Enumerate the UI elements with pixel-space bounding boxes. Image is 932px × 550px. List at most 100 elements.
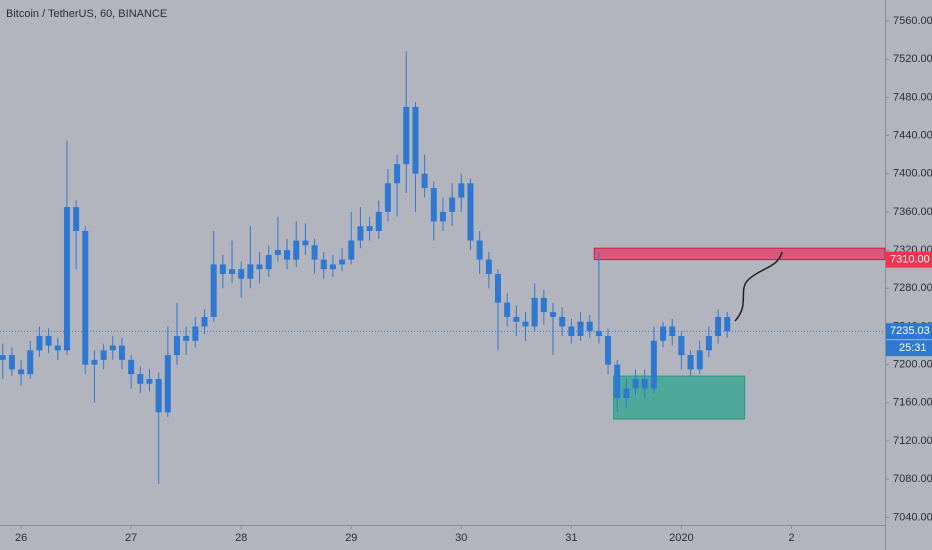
plot <box>0 51 886 484</box>
candle-body <box>284 250 291 260</box>
chart-title: Bitcoin / TetherUS, 60, BINANCE <box>6 8 167 20</box>
candle-body <box>550 312 557 317</box>
level-box <box>886 251 932 268</box>
candle-body <box>27 350 34 375</box>
candle-body <box>540 297 547 313</box>
zone <box>593 247 886 261</box>
last-price-label: 7235.03 <box>890 325 930 337</box>
last-price-box <box>886 323 932 340</box>
candle-body <box>375 211 382 231</box>
candle-body <box>513 316 520 322</box>
candle-body <box>109 345 116 351</box>
candle-body <box>192 326 199 341</box>
x-tick-label: 2020 <box>669 532 693 544</box>
candle-body <box>632 378 639 389</box>
candle-body <box>412 106 419 174</box>
candle-body <box>678 336 685 356</box>
candle-body <box>650 340 657 389</box>
x-tick-label: 27 <box>125 532 137 544</box>
candle-body <box>430 188 437 222</box>
candle-body <box>449 197 456 212</box>
candle-body <box>265 254 272 270</box>
countdown-box <box>886 340 932 357</box>
y-tick-label: 7440.00 <box>893 129 932 141</box>
candle-body <box>724 316 731 332</box>
x-tick-label: 29 <box>345 532 357 544</box>
candle-body <box>623 388 630 399</box>
candle-body <box>614 364 621 399</box>
candle-body <box>605 336 612 365</box>
candle-body <box>8 355 15 370</box>
candle-body <box>320 259 327 270</box>
candle-body <box>329 264 336 270</box>
level-label: 7310.00 <box>890 254 930 266</box>
candle-body <box>476 240 483 260</box>
y-tick-label: 7160.00 <box>893 397 932 409</box>
y-tick-label: 7280.00 <box>893 282 932 294</box>
candle-body <box>421 173 428 189</box>
candle-body <box>238 269 245 279</box>
drawing-curve <box>734 251 783 322</box>
candle-body <box>660 326 667 341</box>
candle-body <box>164 355 171 413</box>
candle-body <box>18 369 25 375</box>
candle-body <box>715 316 722 336</box>
y-tick-label: 7520.00 <box>893 53 932 65</box>
candle-body <box>155 378 162 413</box>
candle-body <box>504 302 511 317</box>
candle-body <box>577 321 584 336</box>
candle-body <box>45 336 52 346</box>
candle-body <box>302 240 309 246</box>
candle-body <box>439 211 446 222</box>
x-tick-label: 28 <box>235 532 247 544</box>
candle-body <box>559 316 566 327</box>
candle-body <box>494 273 501 303</box>
y-tick-label: 7360.00 <box>893 206 932 218</box>
candle-body <box>137 374 144 384</box>
x-tick-label: 30 <box>455 532 467 544</box>
candle-body <box>586 321 593 332</box>
y-tick-label: 7200.00 <box>893 359 932 371</box>
candle-body <box>568 326 575 336</box>
candle-body <box>128 359 135 375</box>
candle-body <box>91 359 98 365</box>
candle-body <box>641 378 648 389</box>
candle-body <box>339 259 346 265</box>
candle-body <box>467 183 474 241</box>
y-tick-label: 7560.00 <box>893 15 932 27</box>
candle-body <box>247 264 254 279</box>
candle-body <box>73 207 80 231</box>
candle-body <box>394 164 401 184</box>
candle-body <box>357 226 364 241</box>
candle-body <box>705 336 712 351</box>
candle-body <box>696 350 703 370</box>
candle-body <box>174 336 180 356</box>
candle-body <box>348 240 355 260</box>
candle-body <box>256 264 263 270</box>
x-tick-label: 26 <box>15 532 27 544</box>
y-tick-label: 7400.00 <box>893 168 932 180</box>
candle-body <box>458 183 465 198</box>
candle-body <box>311 245 318 260</box>
y-tick-label: 7080.00 <box>893 473 932 485</box>
candle-body <box>274 250 281 255</box>
candle-body <box>531 297 538 327</box>
candle-body <box>219 264 226 274</box>
candle-body <box>595 331 602 336</box>
countdown-label: 25:31 <box>899 342 927 354</box>
candle-body <box>403 106 410 165</box>
candle-body <box>522 321 529 327</box>
candle-body <box>485 259 492 274</box>
candle-body <box>183 336 190 341</box>
candle-body <box>100 350 107 360</box>
candle-body <box>146 378 153 384</box>
candle-body <box>366 226 373 231</box>
candle-body <box>63 207 70 351</box>
candle-body <box>118 345 125 360</box>
x-tick-label: 2 <box>788 532 794 544</box>
candle-body <box>36 336 43 351</box>
candle-body <box>0 355 6 360</box>
